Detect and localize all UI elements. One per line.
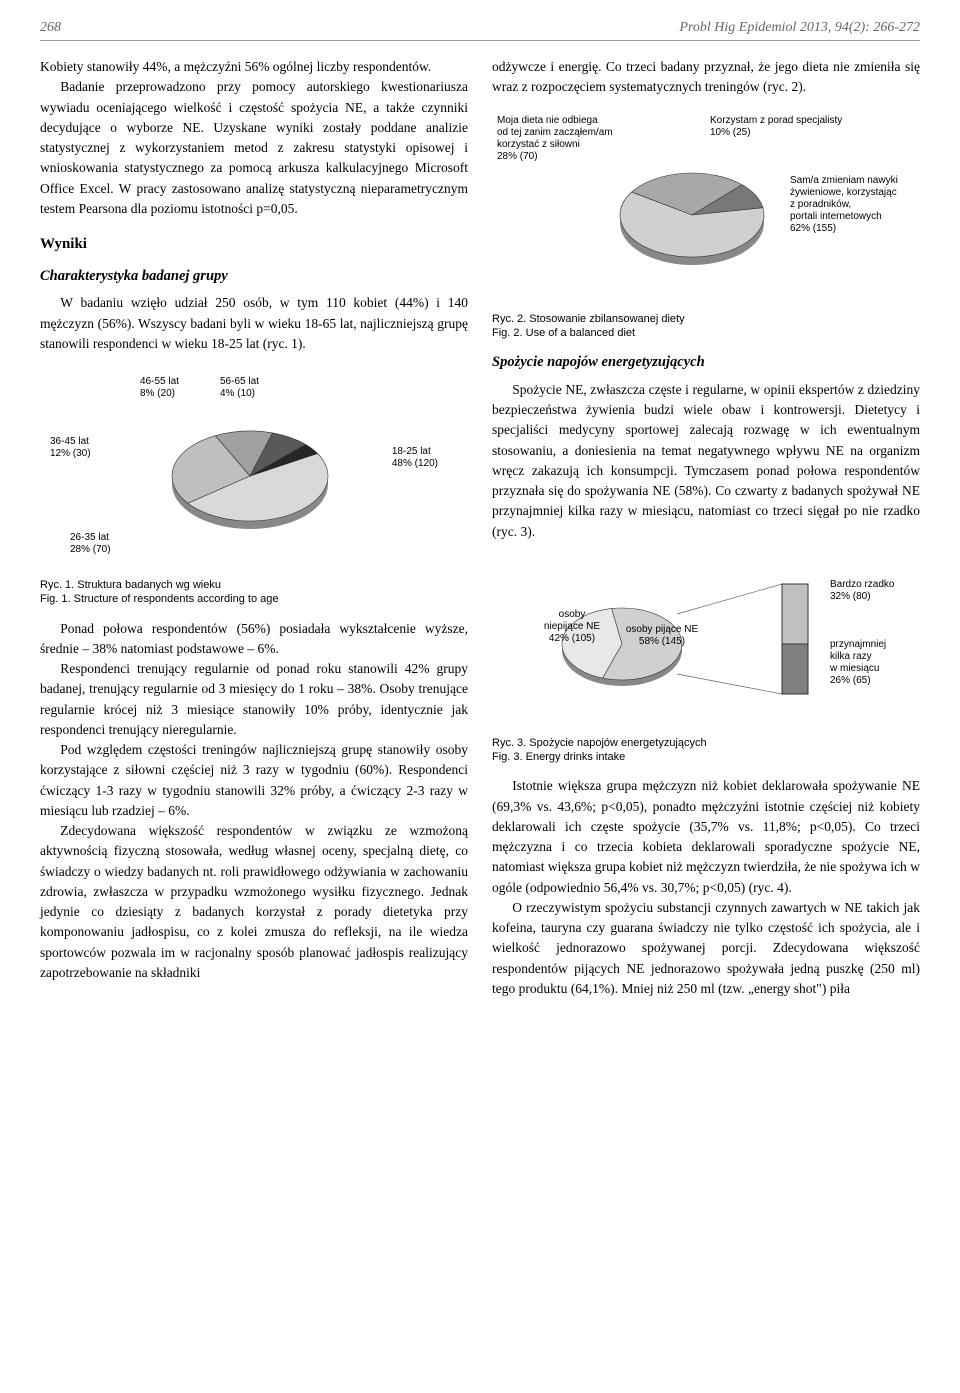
journal-reference: Probl Hig Epidemiol 2013, 94(2): 266-272 xyxy=(679,20,920,36)
fig2-caption: Ryc. 2. Stosowanie zbilansowanej diety F… xyxy=(492,312,920,341)
right-p4: O rzeczywistym spożyciu substancji czynn… xyxy=(492,898,920,999)
right-p3: Istotnie większa grupa mężczyzn niż kobi… xyxy=(492,776,920,898)
fig2-label-left: Moja dieta nie odbiegaod tej zanim zaczą… xyxy=(497,115,637,163)
right-p1: odżywcze i energię. Co trzeci badany prz… xyxy=(492,57,920,98)
fig2-caption-en: Fig. 2. Use of a balanced diet xyxy=(492,326,920,340)
fig1-label-2635: 26-35 lat28% (70) xyxy=(70,532,111,556)
fig2-label-top: Korzystam z porad specjalisty10% (25) xyxy=(710,115,860,139)
fig3-label-niepijace: osobyniepijące NE42% (105) xyxy=(537,609,607,645)
left-column: Kobiety stanowiły 44%, a mężczyźni 56% o… xyxy=(40,57,468,999)
figure-3-container: osobyniepijące NE42% (105) osoby pijące … xyxy=(492,554,920,724)
left-p4: Ponad połowa respondentów (56%) posiadał… xyxy=(40,619,468,660)
spozycie-heading: Spożycie napojów energetyzujących xyxy=(492,352,920,374)
fig1-label-4655: 46-55 lat8% (20) xyxy=(140,376,179,400)
fig1-caption: Ryc. 1. Struktura badanych wg wieku Fig.… xyxy=(40,578,468,607)
page-header: 268 Probl Hig Epidemiol 2013, 94(2): 266… xyxy=(40,20,920,41)
fig3-caption-en: Fig. 3. Energy drinks intake xyxy=(492,750,920,764)
fig1-label-1825: 18-25 lat48% (120) xyxy=(392,446,438,470)
left-p5: Respondenci trenujący regularnie od pona… xyxy=(40,659,468,740)
page-container: 268 Probl Hig Epidemiol 2013, 94(2): 266… xyxy=(0,0,960,1019)
right-column: odżywcze i energię. Co trzeci badany prz… xyxy=(492,57,920,999)
fig3-label-rzadko: Bardzo rzadko32% (80) xyxy=(830,579,915,603)
figure-1-container: 18-25 lat48% (120) 26-35 lat28% (70) 36-… xyxy=(40,366,468,566)
fig3-label-pijace: osoby pijące NE58% (145) xyxy=(622,624,702,648)
right-p2: Spożycie NE, zwłaszcza częste i regularn… xyxy=(492,380,920,542)
left-p7: Zdecydowana większość respondentów w zwi… xyxy=(40,821,468,983)
fig2-caption-pl: Ryc. 2. Stosowanie zbilansowanej diety xyxy=(492,312,920,326)
fig2-chart-area: Moja dieta nie odbiegaod tej zanim zaczą… xyxy=(492,110,920,300)
wyniki-heading: Wyniki xyxy=(40,233,468,256)
left-p3: W badaniu wzięło udział 250 osób, w tym … xyxy=(40,293,468,354)
fig1-label-3645: 36-45 lat12% (30) xyxy=(50,436,91,460)
left-p6: Pod względem częstości treningów najlicz… xyxy=(40,740,468,821)
charakterystyka-heading: Charakterystyka badanej grupy xyxy=(40,266,468,288)
page-number: 268 xyxy=(40,20,61,36)
fig2-label-right: Sam/a zmieniam nawykiżywieniowe, korzyst… xyxy=(790,175,920,235)
two-column-layout: Kobiety stanowiły 44%, a mężczyźni 56% o… xyxy=(40,57,920,999)
fig1-caption-en: Fig. 1. Structure of respondents accordi… xyxy=(40,592,468,606)
fig3-chart-area: osobyniepijące NE42% (105) osoby pijące … xyxy=(492,554,920,724)
fig1-label-5665: 56-65 lat4% (10) xyxy=(220,376,259,400)
fig3-label-kilka: przynajmniejkilka razyw miesiącu26% (65) xyxy=(830,639,915,687)
left-p1: Kobiety stanowiły 44%, a mężczyźni 56% o… xyxy=(40,57,468,77)
left-p2: Badanie przeprowadzono przy pomocy autor… xyxy=(40,77,468,219)
fig3-caption: Ryc. 3. Spożycie napojów energetyzującyc… xyxy=(492,736,920,765)
fig1-caption-pl: Ryc. 1. Struktura badanych wg wieku xyxy=(40,578,468,592)
fig3-caption-pl: Ryc. 3. Spożycie napojów energetyzującyc… xyxy=(492,736,920,750)
figure-2-container: Moja dieta nie odbiegaod tej zanim zaczą… xyxy=(492,110,920,300)
fig1-chart-area: 18-25 lat48% (120) 26-35 lat28% (70) 36-… xyxy=(40,366,468,566)
